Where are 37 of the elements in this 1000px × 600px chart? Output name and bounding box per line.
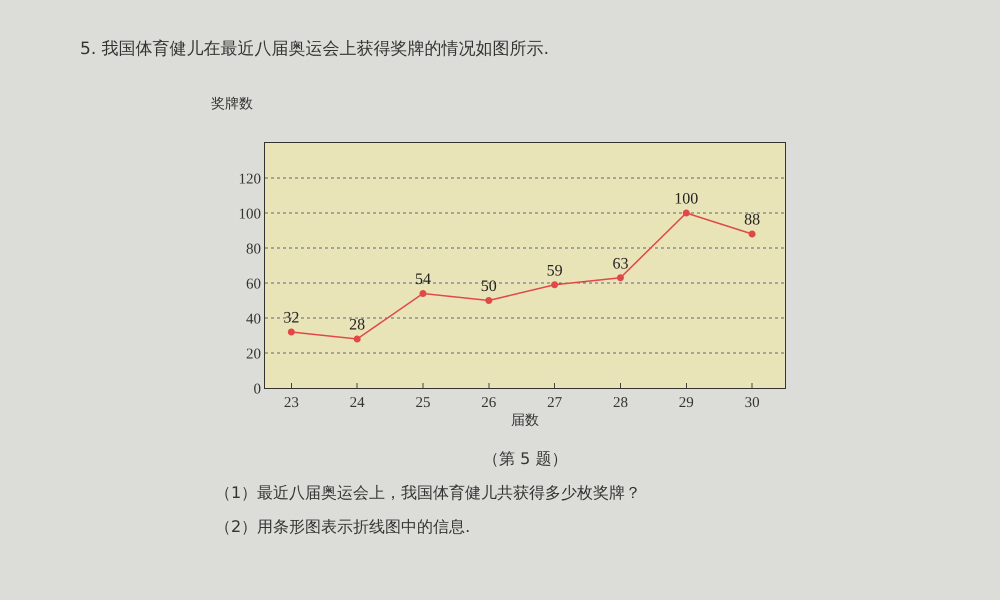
text: （1）最近八届奥运会上，我国体育健儿共获得多少枚奖牌？ bbox=[215, 483, 642, 502]
y-axis-title: 奖牌数 bbox=[211, 96, 253, 112]
data-label: 50 bbox=[480, 278, 497, 296]
point bbox=[682, 210, 690, 216]
point bbox=[551, 281, 558, 288]
y-tick-label: 20 bbox=[246, 346, 261, 362]
y-tick-label: 100 bbox=[238, 206, 261, 222]
chart-title: 5. 我国体育健儿在最近八届奥运会上获得奖牌的情况如图所示. bbox=[80, 38, 550, 59]
x-tick-label: 26 bbox=[481, 395, 497, 411]
point bbox=[354, 336, 361, 342]
data-label: 100 bbox=[674, 190, 698, 208]
x-tick-label: 24 bbox=[350, 395, 366, 411]
x-tick-label: 29 bbox=[678, 395, 694, 411]
x-axis-title: 届数 bbox=[511, 412, 539, 428]
data-label: 59 bbox=[546, 262, 563, 280]
point bbox=[748, 230, 756, 238]
y-tick-label: 80 bbox=[246, 241, 261, 258]
data-label: 63 bbox=[612, 255, 628, 272]
data-label: 28 bbox=[349, 316, 366, 334]
data-label: 88 bbox=[744, 212, 760, 229]
x-tick-label: 25 bbox=[415, 395, 430, 411]
data-label: 54 bbox=[414, 271, 431, 288]
x-tick-label: 28 bbox=[612, 395, 628, 411]
y-tick-label: 0 bbox=[254, 381, 261, 398]
point bbox=[288, 328, 295, 336]
text: （2）用条形图表示折线图中的信息. bbox=[215, 517, 470, 536]
x-tick-label: 30 bbox=[744, 395, 760, 411]
y-tick-label: 60 bbox=[246, 276, 261, 292]
y-tick-label: 120 bbox=[238, 171, 261, 188]
point bbox=[485, 297, 492, 304]
x-tick-label: 27 bbox=[547, 395, 563, 411]
data-label: 32 bbox=[283, 310, 300, 327]
x-tick-label: 23 bbox=[284, 395, 299, 411]
point bbox=[616, 274, 624, 282]
text: （第 5 题） bbox=[483, 449, 568, 468]
y-tick-label: 40 bbox=[246, 311, 261, 328]
point bbox=[419, 290, 426, 297]
